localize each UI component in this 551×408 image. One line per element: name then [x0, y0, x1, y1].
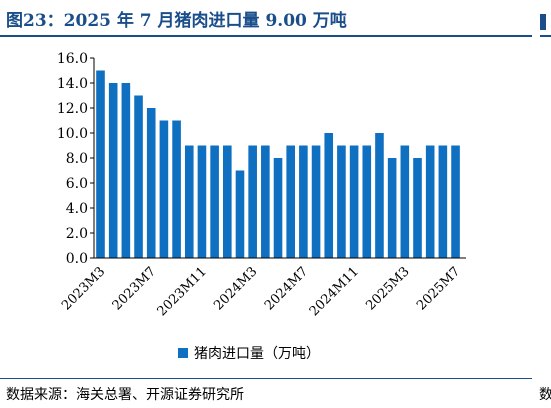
- bar: [108, 83, 118, 258]
- y-tick-label: 0.0: [66, 251, 88, 267]
- bar: [400, 145, 410, 258]
- bar: [121, 83, 131, 258]
- bar: [96, 70, 105, 258]
- bar: [172, 120, 181, 258]
- bar: [261, 145, 270, 258]
- y-tick-label: 6.0: [66, 176, 88, 192]
- title-bar: 图23：2025 年 7 月猪肉进口量 9.00 万吨: [0, 0, 551, 38]
- bar: [349, 145, 359, 258]
- x-tick-label: 2023M3: [59, 264, 108, 313]
- x-tick-label: 2023M11: [155, 264, 210, 319]
- x-tick-label: 2023M7: [110, 264, 159, 313]
- bar: [362, 145, 372, 258]
- bar: [438, 145, 448, 258]
- y-tick-label: 2.0: [66, 226, 88, 242]
- legend-swatch: [178, 348, 188, 358]
- footer-rule: [0, 378, 532, 379]
- y-tick-label: 4.0: [66, 201, 88, 217]
- bar: [235, 170, 245, 258]
- y-tick-label: 14.0: [57, 76, 88, 92]
- x-tick-label: 2025M7: [414, 264, 463, 313]
- bar: [451, 145, 460, 258]
- legend: 猪肉进口量（万吨）: [178, 344, 320, 362]
- y-tick-label: 16.0: [57, 51, 88, 67]
- x-tick-label: 2025M3: [363, 264, 412, 313]
- legend-label: 猪肉进口量（万吨）: [194, 346, 320, 362]
- bar: [273, 158, 283, 258]
- y-tick-label: 12.0: [57, 101, 88, 117]
- bar: [286, 145, 295, 258]
- bar: [159, 120, 169, 258]
- bar: [337, 145, 346, 258]
- bar: [197, 145, 207, 258]
- bar: [387, 158, 397, 258]
- bar: [324, 133, 334, 258]
- source-note: 数据来源：海关总署、开源证券研究所: [6, 387, 244, 403]
- bar: [134, 95, 143, 258]
- bar: [311, 145, 321, 258]
- edge-text: 数: [539, 387, 551, 403]
- bar: [210, 145, 219, 258]
- chart-title: 图23：2025 年 7 月猪肉进口量 9.00 万吨: [6, 11, 347, 31]
- bar: [413, 158, 422, 258]
- edge-marker: [540, 14, 546, 30]
- y-tick-label: 10.0: [57, 126, 88, 142]
- x-tick-label: 2024M3: [211, 264, 260, 313]
- bar: [223, 145, 232, 258]
- bar: [425, 145, 435, 258]
- bar: [146, 108, 156, 258]
- bar: [184, 145, 194, 258]
- title-rule: [0, 35, 532, 37]
- bar: [248, 145, 257, 258]
- edge-rule: [540, 35, 551, 37]
- x-tick-label: 2024M11: [307, 264, 362, 319]
- bar: [375, 133, 384, 258]
- x-tick-label: 2024M7: [262, 264, 311, 313]
- y-tick-label: 8.0: [66, 151, 88, 167]
- bar: [299, 145, 308, 258]
